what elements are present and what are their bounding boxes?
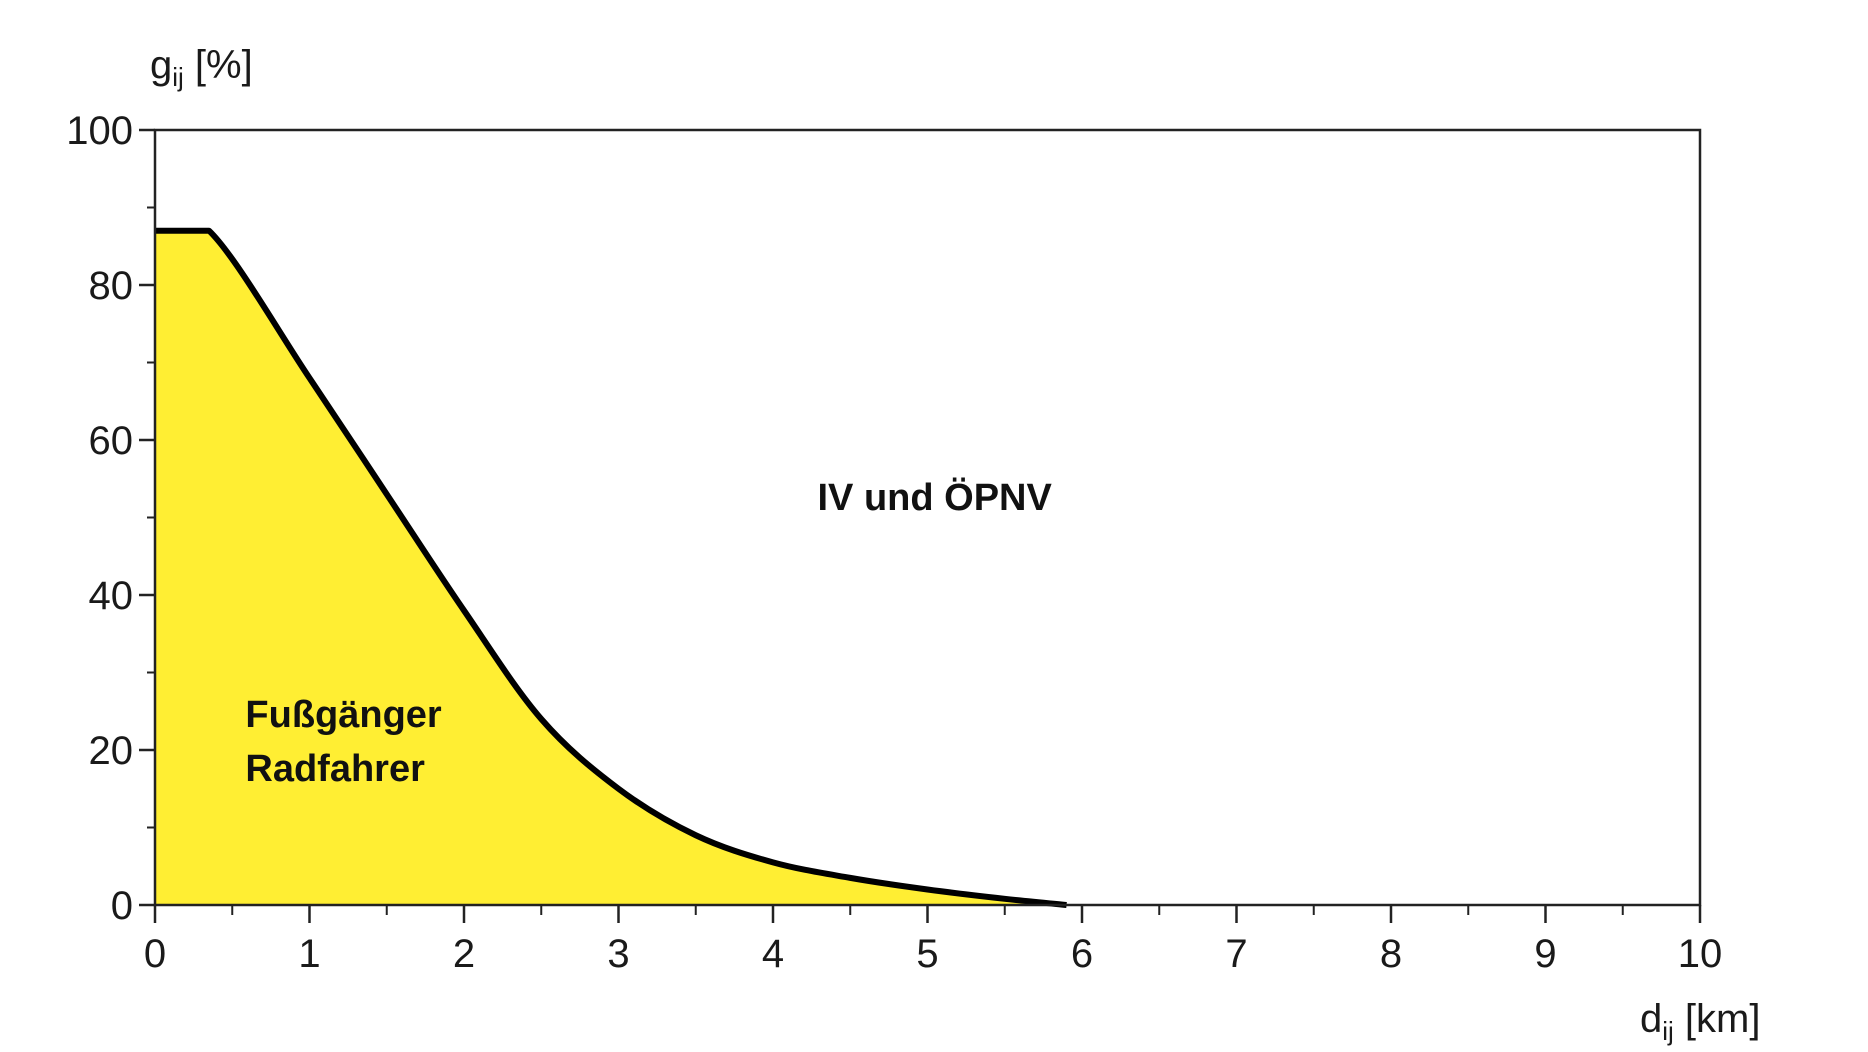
- y-axis-label-unit: [%]: [184, 43, 253, 87]
- y-tick-label-100: 100: [66, 109, 133, 153]
- area-fill-0: [155, 230, 1067, 905]
- x-axis-label-main: d: [1640, 997, 1662, 1041]
- y-tick-label-20: 20: [89, 729, 134, 773]
- y-axis-label: gij [%]: [150, 43, 253, 92]
- y-tick-label-0: 0: [111, 884, 133, 928]
- region-labels: IV und ÖPNV Fußgänger Radfahrer: [245, 476, 1052, 790]
- x-tick-label-0: 0: [144, 932, 166, 976]
- y-tick-label-40: 40: [89, 574, 134, 618]
- region-label-2: Radfahrer: [245, 748, 425, 790]
- boundary-line-0: [154, 227, 1067, 908]
- x-axis-label-sub: ij: [1662, 1016, 1674, 1046]
- region-label-0: IV und ÖPNV: [818, 476, 1053, 519]
- x-tick-label-10: 10: [1678, 932, 1723, 976]
- x-tick-label-7: 7: [1225, 932, 1247, 976]
- y-tick-label-60: 60: [89, 419, 134, 463]
- x-tick-label-9: 9: [1534, 932, 1556, 976]
- x-tick-label-1: 1: [298, 932, 320, 976]
- x-axis-label-unit: [km]: [1674, 997, 1761, 1041]
- x-tick-label-4: 4: [762, 932, 784, 976]
- x-tick-label-8: 8: [1380, 932, 1402, 976]
- y-tick-label-80: 80: [89, 264, 134, 308]
- x-axis-label: dij [km]: [1640, 997, 1760, 1046]
- x-tick-label-6: 6: [1071, 932, 1093, 976]
- plot-area: [154, 227, 1067, 908]
- x-tick-label-2: 2: [453, 932, 475, 976]
- x-tick-label-5: 5: [916, 932, 938, 976]
- axis-ticks: 0 20 40 60 80 100 0 1 2 3 4 5 6 7 8 9 10: [66, 109, 1722, 976]
- y-axis-label-sub: ij: [172, 62, 184, 92]
- region-label-1: Fußgänger: [245, 694, 442, 736]
- x-tick-label-3: 3: [607, 932, 629, 976]
- y-axis-label-main: g: [150, 43, 172, 87]
